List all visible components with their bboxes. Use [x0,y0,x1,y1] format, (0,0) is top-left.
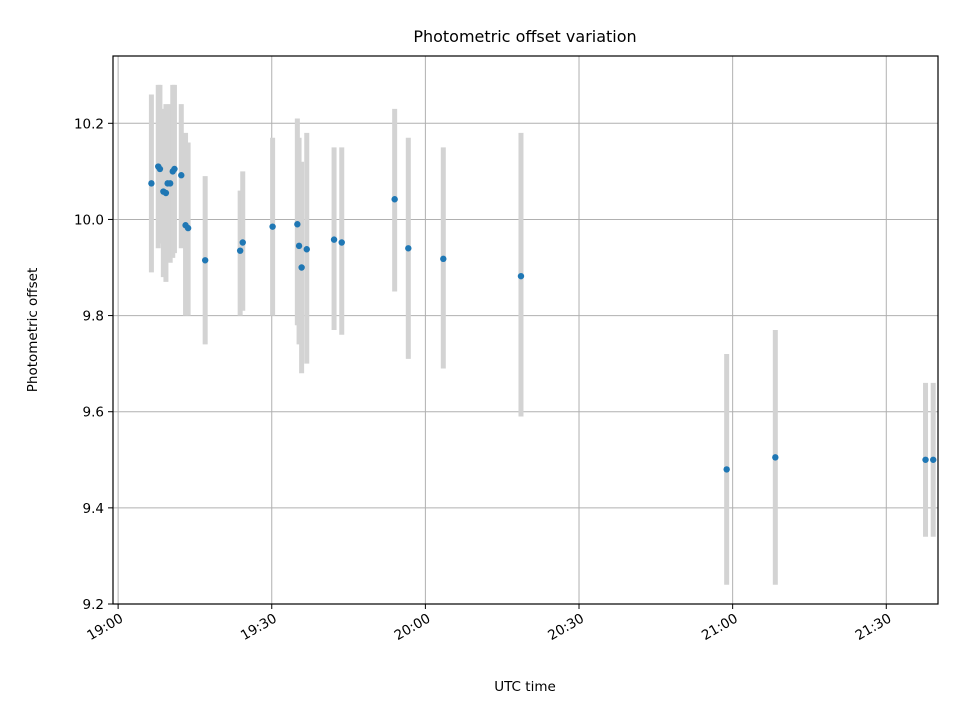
errorbar-layer [148,84,936,585]
data-point [330,236,338,243]
data-point [269,223,276,230]
tick-layer: 9.2 9.4 9.6 9.8 10.0 10.2 19:00 19:30 20:00 20:30… [74,116,894,644]
data-point [723,466,730,473]
x-axis-label: UTC time [494,679,556,695]
data-point [405,245,412,252]
data-point [338,239,345,246]
data-point [295,242,303,250]
y-tick-label: 9.4 [83,501,104,517]
data-point [922,456,929,463]
y-tick-label: 9.6 [83,405,104,421]
data-point [201,257,209,264]
data-point [440,255,447,263]
data-point [178,172,185,179]
data-point [294,221,301,228]
data-point [239,239,246,246]
data-point [517,272,525,280]
data-point [930,456,937,463]
data-point [298,264,305,271]
point-layer [148,163,937,473]
data-point [184,224,192,232]
y-axis-label: Photometric offset [25,268,41,392]
data-point [772,454,779,461]
data-point [171,165,178,173]
data-point [156,165,164,173]
data-point [148,180,155,187]
plot-frame [112,55,939,605]
data-point [162,189,170,197]
data-point [236,247,244,254]
x-tick-label: 21:00 [699,611,741,644]
y-tick-label: 9.8 [83,309,104,325]
y-tick-label: 9.2 [83,597,104,613]
x-tick-label: 20:00 [392,611,434,644]
x-tick-label: 21:30 [853,611,895,644]
data-point [391,196,398,203]
chart-title: Photometric offset variation [413,27,636,46]
grid-layer [113,56,938,605]
data-point [166,180,174,187]
y-tick-label: 10.0 [74,212,104,228]
x-tick-label: 19:00 [84,611,126,644]
x-tick-label: 19:30 [238,611,280,644]
data-point [303,246,310,253]
y-tick-label: 10.2 [74,116,104,132]
x-tick-label: 20:30 [545,611,587,644]
